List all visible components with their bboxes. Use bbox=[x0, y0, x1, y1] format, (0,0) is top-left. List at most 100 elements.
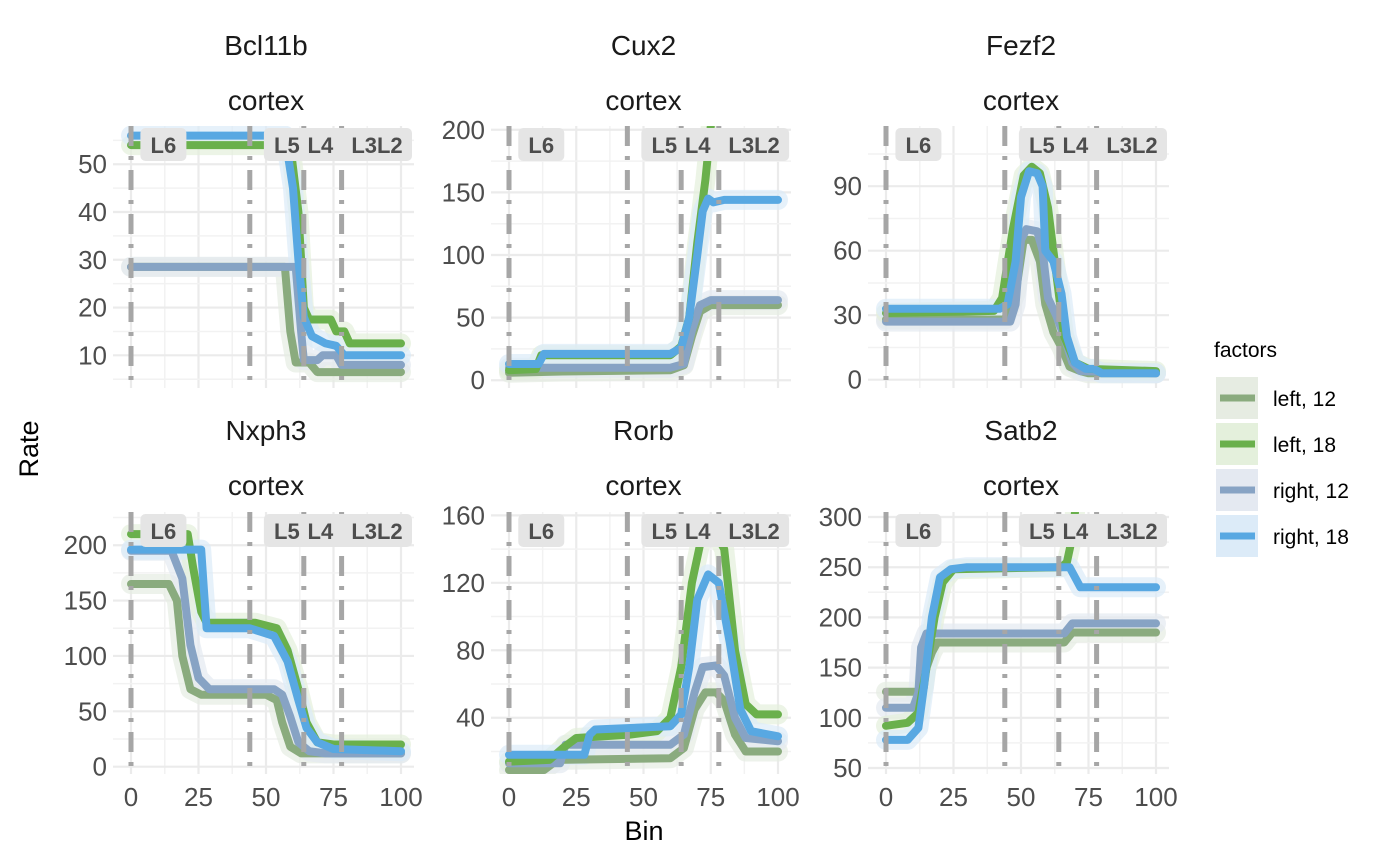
x-tick-label: 50 bbox=[1007, 782, 1036, 812]
x-tick-label: 100 bbox=[756, 782, 799, 812]
layer-labels: L6 L5 L4 L3L2 bbox=[895, 128, 1167, 161]
x-tick-label: 25 bbox=[562, 782, 591, 812]
y-tick-label: 160 bbox=[442, 500, 485, 530]
y-tick-label: 60 bbox=[833, 236, 862, 266]
y-tick-label: 300 bbox=[819, 502, 862, 532]
legend-label: right, 12 bbox=[1273, 480, 1349, 503]
x-tick-label: 25 bbox=[939, 782, 968, 812]
series-line-right-18 bbox=[505, 194, 782, 368]
layer-label-l5: L5 bbox=[651, 519, 677, 544]
facet-panels: Bcl11b cortex 10 20 30 40 50 L6 L5 L4 L3L2 Cux2 cort… bbox=[64, 30, 1178, 812]
series-line-right-12 bbox=[127, 546, 405, 758]
layer-label-box bbox=[895, 128, 942, 161]
series-line-left-18 bbox=[505, 524, 782, 766]
y-tick-label: 0 bbox=[848, 365, 862, 395]
layer-label-l4: L4 bbox=[308, 133, 334, 158]
layer-label-l4: L4 bbox=[308, 519, 334, 544]
facet-panel-bcl11b: Bcl11b cortex 10 20 30 40 50 L6 L5 L4 L3L2 bbox=[78, 30, 414, 390]
facet-region-label: cortex bbox=[983, 85, 1059, 116]
x-tick-label: 100 bbox=[1134, 782, 1177, 812]
layer-label-box bbox=[1018, 128, 1065, 161]
layer-label-box bbox=[300, 514, 412, 547]
y-tick-label: 150 bbox=[442, 177, 485, 207]
legend-label: left, 18 bbox=[1273, 434, 1336, 457]
y-tick-label: 50 bbox=[456, 303, 485, 333]
y-tick-label: 50 bbox=[78, 696, 107, 726]
series-line-right-12 bbox=[505, 296, 782, 372]
facet-panel-satb2: Satb2 cortex 50 100 150 200 250 300 0 25 50 75 100 L6… bbox=[819, 415, 1178, 812]
layer-label-box bbox=[518, 128, 565, 161]
layer-labels: L6 L5 L4 L3L2 bbox=[518, 128, 790, 161]
y-tick-label: 150 bbox=[819, 653, 862, 683]
layer-label-box bbox=[518, 514, 565, 547]
y-tick-label: 200 bbox=[442, 115, 485, 145]
y-tick-label: 30 bbox=[833, 300, 862, 330]
layer-label-box bbox=[1055, 514, 1167, 547]
y-tick-label: 0 bbox=[93, 752, 107, 782]
y-tick-label: 200 bbox=[819, 602, 862, 632]
y-tick-label: 30 bbox=[78, 245, 107, 275]
layer-label-l6: L6 bbox=[151, 519, 177, 544]
y-tick-label: 20 bbox=[78, 293, 107, 323]
layer-label-l5: L5 bbox=[274, 519, 300, 544]
facet-gene-label: Fezf2 bbox=[986, 30, 1056, 61]
series-line-right-18 bbox=[882, 563, 1160, 744]
facet-panel-cux2: Cux2 cortex 0 50 100 150 200 L6 L5 L4 L3L2 bbox=[442, 30, 791, 395]
x-tick-label: 75 bbox=[1074, 782, 1103, 812]
facet-region-label: cortex bbox=[605, 85, 681, 116]
facet-gene-label: Cux2 bbox=[611, 30, 676, 61]
x-tick-label: 0 bbox=[124, 782, 138, 812]
layer-label-box bbox=[1055, 128, 1167, 161]
layer-label-l6: L6 bbox=[528, 519, 554, 544]
layer-boundaries bbox=[883, 512, 1100, 776]
layer-label-l6: L6 bbox=[906, 133, 932, 158]
layer-labels: L6 L5 L4 L3L2 bbox=[140, 514, 412, 547]
layer-label-box bbox=[1018, 514, 1065, 547]
y-tick-label: 50 bbox=[78, 149, 107, 179]
layer-label-box bbox=[140, 514, 187, 547]
x-tick-label: 0 bbox=[879, 782, 893, 812]
layer-label-box bbox=[895, 514, 942, 547]
layer-label-l4: L4 bbox=[685, 133, 711, 158]
layer-label-l3l2: L3L2 bbox=[728, 519, 779, 544]
facet-region-label: cortex bbox=[228, 470, 304, 501]
layer-label-box bbox=[300, 128, 412, 161]
legend-item: left, 18 bbox=[1216, 423, 1336, 465]
layer-boundaries bbox=[128, 126, 345, 390]
legend-label: right, 18 bbox=[1273, 526, 1349, 549]
layer-labels: L6 L5 L4 L3L2 bbox=[895, 514, 1167, 547]
layer-boundaries bbox=[883, 126, 1100, 390]
y-tick-label: 40 bbox=[456, 703, 485, 733]
layer-label-l5: L5 bbox=[1029, 519, 1055, 544]
y-tick-label: 100 bbox=[819, 703, 862, 733]
facet-gene-label: Rorb bbox=[613, 415, 674, 446]
legend-item: right, 18 bbox=[1216, 515, 1349, 557]
legend-title: factors bbox=[1214, 339, 1277, 362]
y-tick-label: 80 bbox=[456, 635, 485, 665]
layer-boundaries bbox=[128, 512, 345, 776]
layer-labels: L6 L5 L4 L3L2 bbox=[140, 128, 412, 161]
layer-label-l3l2: L3L2 bbox=[351, 133, 402, 158]
layer-label-l3l2: L3L2 bbox=[728, 133, 779, 158]
y-tick-label: 150 bbox=[64, 586, 107, 616]
y-tick-label: 200 bbox=[64, 530, 107, 560]
series-group bbox=[499, 518, 788, 774]
layer-boundaries bbox=[506, 126, 722, 390]
layer-label-box bbox=[641, 128, 688, 161]
layer-label-box bbox=[677, 128, 790, 161]
x-tick-label: 50 bbox=[629, 782, 658, 812]
y-tick-label: 100 bbox=[442, 240, 485, 270]
x-tick-label: 0 bbox=[502, 782, 516, 812]
layer-label-box bbox=[641, 514, 688, 547]
x-tick-label: 50 bbox=[252, 782, 281, 812]
legend-label: left, 12 bbox=[1273, 388, 1336, 411]
series-line-right-18 bbox=[127, 545, 405, 756]
legend-item: left, 12 bbox=[1216, 377, 1336, 419]
layer-label-l5: L5 bbox=[1029, 133, 1055, 158]
legend-item: right, 12 bbox=[1216, 469, 1349, 511]
layer-label-box bbox=[677, 514, 790, 547]
layer-label-l6: L6 bbox=[151, 133, 177, 158]
facet-gene-label: Nxph3 bbox=[226, 415, 307, 446]
layer-boundaries bbox=[506, 512, 722, 776]
